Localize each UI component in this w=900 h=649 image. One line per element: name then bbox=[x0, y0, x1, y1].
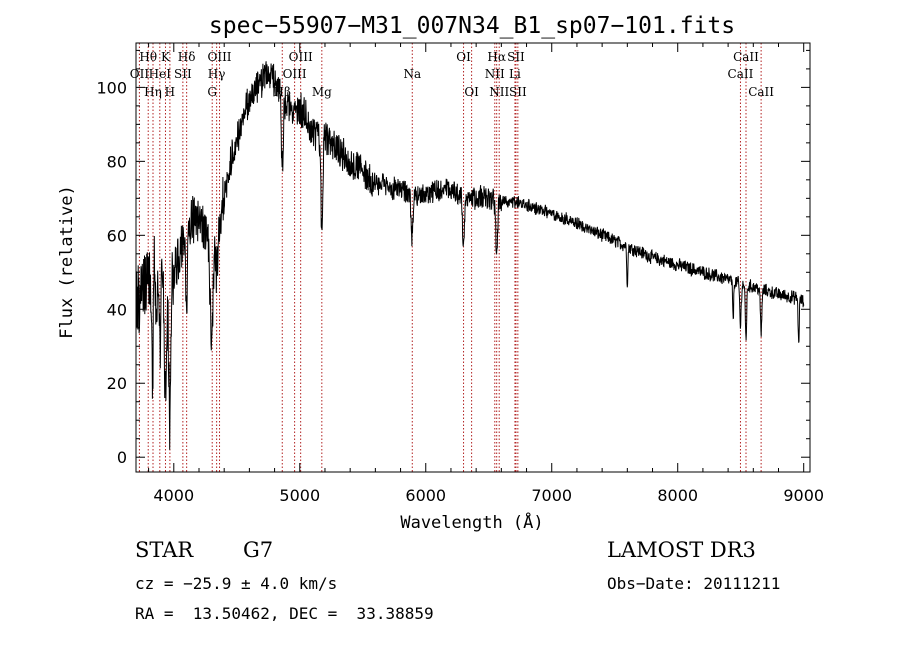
chart-title: spec−55907−M31_007N34_B1_sp07−101.fits bbox=[209, 13, 735, 39]
spectral-line-markers bbox=[138, 43, 762, 472]
line-label: OII bbox=[130, 67, 150, 81]
y-axis-ticks: 0 20 40 60 80 100 bbox=[96, 49, 810, 467]
y-axis-label: Flux (relative) bbox=[57, 185, 77, 339]
line-label: OI bbox=[464, 85, 479, 99]
line-label: OIII bbox=[283, 67, 307, 81]
x-axis-ticks: 4000 5000 6000 7000 8000 9000 bbox=[148, 43, 824, 505]
x-tick-label: 7000 bbox=[531, 486, 572, 505]
line-label: OI bbox=[456, 50, 471, 64]
survey-name: LAMOST DR3 bbox=[607, 538, 756, 562]
redshift-info: cz = −25.9 ± 4.0 km/s bbox=[135, 574, 338, 593]
object-class: STAR bbox=[135, 538, 194, 562]
line-label: Hθ bbox=[139, 50, 157, 64]
line-label: SII bbox=[509, 85, 527, 99]
line-label: SII bbox=[507, 50, 525, 64]
line-label: Mg bbox=[312, 85, 332, 99]
line-label: Na bbox=[403, 67, 421, 81]
line-label: Hγ bbox=[208, 67, 226, 81]
line-label: Hδ bbox=[178, 50, 196, 64]
line-label: G bbox=[207, 85, 217, 99]
line-label: H bbox=[165, 85, 175, 99]
y-tick-label: 20 bbox=[107, 374, 127, 393]
x-tick-label: 5000 bbox=[279, 486, 320, 505]
spectrum-series bbox=[136, 61, 805, 450]
line-label: Li bbox=[509, 67, 521, 81]
observation-date: Obs−Date: 20111211 bbox=[607, 574, 781, 593]
line-label: Hη bbox=[144, 85, 162, 99]
coordinates: RA = 13.50462, DEC = 33.38859 bbox=[135, 604, 434, 623]
line-label: Hα bbox=[487, 50, 506, 64]
x-tick-label: 6000 bbox=[405, 486, 446, 505]
x-axis-label: Wavelength (Å) bbox=[400, 511, 543, 533]
line-label: CaII bbox=[733, 50, 759, 64]
line-label: NII bbox=[485, 67, 505, 81]
line-label: K bbox=[161, 50, 171, 64]
line-label: SII bbox=[174, 67, 192, 81]
x-tick-label: 8000 bbox=[657, 486, 698, 505]
y-tick-label: 0 bbox=[117, 448, 127, 467]
object-subclass: G7 bbox=[243, 538, 274, 562]
x-tick-label: 9000 bbox=[783, 486, 824, 505]
line-label: NII bbox=[489, 85, 509, 99]
line-label: CaII bbox=[728, 67, 754, 81]
plot-frame bbox=[135, 42, 811, 473]
x-tick-label: 4000 bbox=[153, 486, 194, 505]
y-tick-label: 80 bbox=[107, 152, 127, 171]
y-tick-label: 100 bbox=[96, 78, 127, 97]
line-label: OIII bbox=[289, 50, 313, 64]
line-label: CaII bbox=[748, 85, 774, 99]
line-label: HeI bbox=[149, 67, 172, 81]
y-tick-label: 60 bbox=[107, 226, 127, 245]
line-label: OIII bbox=[207, 50, 231, 64]
y-tick-label: 40 bbox=[107, 300, 127, 319]
